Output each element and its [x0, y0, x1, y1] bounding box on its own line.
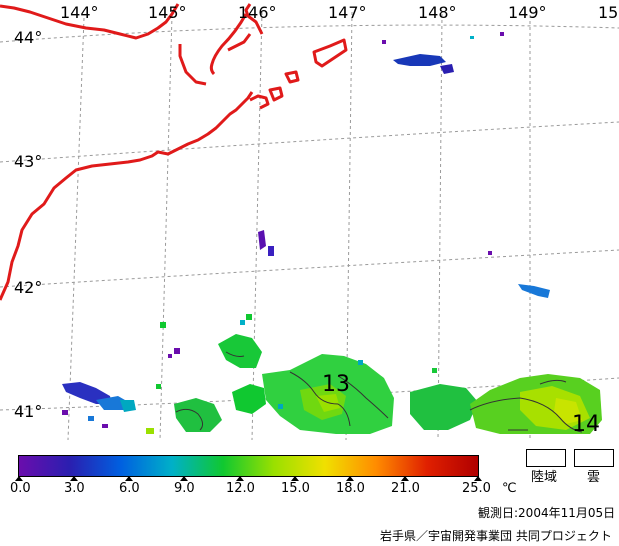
sst-patch — [554, 398, 582, 424]
sst-speck — [488, 251, 492, 255]
sst-speck — [246, 314, 252, 320]
meridian-148 — [437, 13, 443, 440]
island-shikotan — [268, 86, 284, 102]
sst-patch — [120, 400, 136, 412]
contour-line — [225, 351, 245, 357]
sst-patch — [393, 54, 446, 66]
contour-line — [539, 379, 567, 385]
colorbar-unit: ℃ — [502, 481, 517, 496]
cloud-key-swatch — [574, 449, 614, 467]
sst-speck — [146, 428, 154, 434]
contour-line — [469, 397, 583, 433]
project-credit: 岩手県／宇宙開発事業団 共同プロジェクト — [380, 529, 612, 543]
sst-speck — [168, 354, 172, 358]
sst-patch — [258, 230, 266, 250]
contour-line — [289, 371, 351, 427]
sst-patch — [518, 284, 550, 298]
lon-label-147: 147° — [328, 3, 367, 22]
sst-speck — [278, 404, 283, 409]
sst-patch — [440, 64, 454, 74]
isotherm-contours — [175, 351, 583, 433]
sst-speck — [432, 368, 437, 373]
coastline-north — [0, 3, 180, 40]
island-iturup — [312, 38, 348, 68]
sst-speck — [358, 360, 363, 365]
contour-label-14: 14 — [572, 412, 600, 437]
land-key-swatch — [526, 449, 566, 467]
parallel-41 — [0, 377, 619, 411]
coastline-shiretoko — [244, 3, 264, 35]
lon-label-148: 148° — [418, 3, 457, 22]
cloud-key-label: 雲 — [587, 470, 601, 485]
coastline-east — [227, 33, 252, 52]
sst-speck — [500, 32, 504, 36]
contour-line — [337, 375, 389, 419]
island-kunashiri — [249, 94, 270, 110]
colorbar-tick-label: 9.0 — [174, 481, 195, 496]
lat-lon-grid — [0, 11, 619, 440]
sst-speck — [62, 410, 68, 415]
lat-label-42: 42° — [14, 278, 43, 297]
colorbar-tick-label: 15.0 — [281, 481, 310, 496]
colorbar-tick-label: 12.0 — [226, 481, 255, 496]
colorbar-tick — [15, 476, 23, 481]
sst-speck — [470, 36, 474, 39]
contour-label-13: 13 — [322, 372, 350, 397]
temperature-pixels — [62, 32, 602, 434]
temperature-colorbar — [18, 455, 479, 477]
coastline-nemuro — [209, 13, 248, 76]
lon-label-144: 144° — [60, 3, 99, 22]
lon-label-150: 15 — [598, 3, 619, 22]
colorbar-tick-label: 18.0 — [336, 481, 365, 496]
sst-speck — [240, 320, 245, 325]
sst-speck — [174, 348, 180, 354]
sst-patch — [232, 384, 266, 414]
colorbar-tick — [474, 476, 482, 481]
meridian-146 — [251, 11, 263, 440]
lat-label-41: 41° — [14, 402, 43, 421]
colorbar-tick-label: 3.0 — [64, 481, 85, 496]
colorbar-tick-label: 0.0 — [10, 481, 31, 496]
meridian-145 — [159, 14, 173, 440]
lat-label-44: 44° — [14, 28, 43, 47]
lon-label-146: 146° — [238, 3, 277, 22]
contour-line — [175, 408, 204, 431]
colorbar-tick — [70, 476, 78, 481]
sst-patch — [174, 398, 222, 432]
lon-label-145: 145° — [148, 3, 187, 22]
sst-speck — [382, 40, 386, 44]
sst-speck — [102, 424, 108, 428]
colorbar-tick-label: 25.0 — [462, 481, 491, 496]
sst-patch — [62, 382, 112, 404]
colorbar-tick — [180, 476, 188, 481]
sst-patch — [218, 334, 262, 368]
colorbar-tick — [125, 476, 133, 481]
sst-speck — [160, 322, 166, 328]
colorbar-tick — [346, 476, 354, 481]
parallel-44 — [0, 24, 619, 43]
colorbar-tick-label: 21.0 — [391, 481, 420, 496]
colorbar-tick-label: 6.0 — [119, 481, 140, 496]
island-habomai — [284, 70, 300, 84]
colorbar-tick — [401, 476, 409, 481]
lon-label-149: 149° — [508, 3, 547, 22]
colorbar-tick — [291, 476, 299, 481]
sea-surface-temperature-map — [0, 3, 619, 440]
colorbar-tick — [236, 476, 244, 481]
sst-speck — [88, 416, 94, 421]
lat-label-43: 43° — [14, 152, 43, 171]
meridian-144 — [67, 17, 85, 440]
sst-patch — [410, 384, 478, 430]
observation-date: 観測日:2004年11月05日 — [478, 506, 616, 520]
coastline-main — [0, 91, 254, 301]
parallel-43 — [0, 121, 619, 163]
sst-patch — [268, 246, 274, 256]
sst-speck — [156, 384, 161, 389]
parallel-42 — [0, 249, 619, 288]
coastline-peninsula — [178, 44, 207, 86]
land-key-label: 陸域 — [531, 470, 558, 485]
hokkaido-coastline — [0, 3, 348, 301]
